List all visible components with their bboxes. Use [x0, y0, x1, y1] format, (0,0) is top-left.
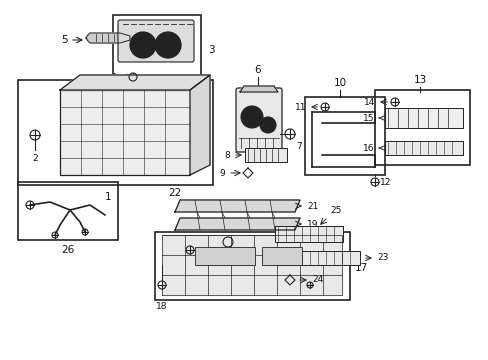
Polygon shape: [86, 33, 130, 43]
Text: 6: 6: [254, 65, 261, 75]
FancyBboxPatch shape: [236, 88, 282, 152]
Text: 15: 15: [362, 113, 373, 122]
Bar: [305, 97, 384, 175]
Polygon shape: [175, 218, 299, 230]
Bar: [195, 247, 254, 265]
Text: 13: 13: [412, 75, 426, 85]
Circle shape: [241, 106, 263, 128]
Text: 21: 21: [306, 202, 318, 211]
Text: 3: 3: [207, 45, 214, 55]
FancyBboxPatch shape: [118, 20, 194, 62]
Text: 26: 26: [61, 245, 75, 255]
Text: 14: 14: [363, 98, 374, 107]
Text: 1: 1: [104, 192, 111, 202]
Polygon shape: [162, 235, 341, 295]
Text: 23: 23: [376, 253, 387, 262]
Text: 18: 18: [156, 302, 167, 311]
Text: 9: 9: [219, 168, 224, 177]
Bar: [18, 182, 118, 240]
Bar: [274, 251, 359, 265]
Bar: [374, 90, 469, 165]
Bar: [60, 90, 190, 175]
Text: 2: 2: [32, 154, 38, 163]
Text: 7: 7: [295, 142, 301, 151]
Text: 20: 20: [224, 252, 235, 261]
Text: 8: 8: [224, 150, 229, 159]
Bar: [244, 148, 286, 162]
Bar: [262, 247, 302, 265]
Polygon shape: [240, 86, 278, 92]
Text: 4: 4: [110, 72, 116, 81]
Text: 22: 22: [168, 188, 181, 198]
Bar: [274, 226, 342, 242]
Text: 16: 16: [362, 144, 373, 153]
Bar: [384, 141, 462, 155]
Text: 24: 24: [311, 275, 323, 284]
Text: 10: 10: [333, 78, 346, 88]
Bar: [384, 108, 462, 128]
Text: 11: 11: [294, 103, 305, 112]
Text: 17: 17: [354, 263, 367, 273]
Bar: [113, 15, 201, 85]
Polygon shape: [190, 75, 209, 175]
Polygon shape: [175, 200, 299, 212]
Circle shape: [130, 32, 156, 58]
Circle shape: [155, 32, 181, 58]
Polygon shape: [60, 75, 209, 90]
Bar: [18, 80, 213, 185]
Text: 25: 25: [329, 206, 341, 215]
Circle shape: [162, 39, 174, 51]
Circle shape: [246, 112, 257, 122]
Circle shape: [137, 39, 149, 51]
Circle shape: [260, 117, 275, 133]
Bar: [155, 232, 349, 300]
Text: 5: 5: [61, 35, 68, 45]
Text: 12: 12: [379, 177, 390, 186]
Text: 19: 19: [306, 220, 318, 229]
